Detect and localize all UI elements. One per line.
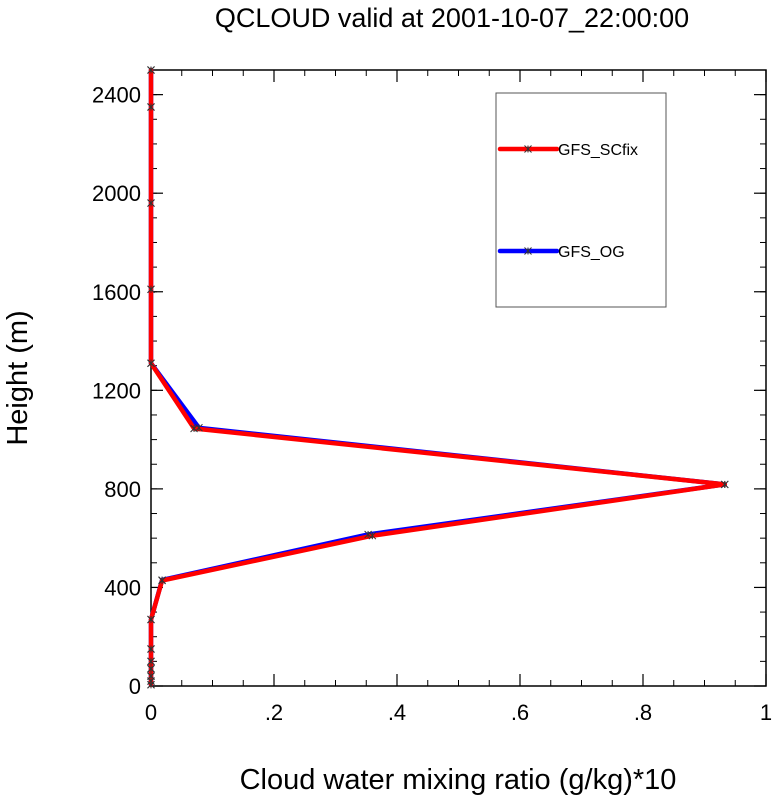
y-tick-label: 2000 [92,181,141,206]
data-point-marker [147,615,155,624]
x-tick-label: .2 [265,700,283,725]
data-point-marker [147,285,155,294]
data-point-marker [147,103,155,111]
data-point-marker [147,672,155,680]
data-point-marker [147,199,155,207]
plot-border [150,69,767,687]
data-point-marker [147,645,155,653]
y-tick-label: 400 [104,575,141,600]
y-tick-label: 1200 [92,378,141,403]
x-tick-label: .8 [634,700,652,725]
plot-frame [150,69,767,687]
axis-ticks: 0 .2 .4 .6 .8 1 0 400 800 1200 1600 2000 2400 [92,69,772,725]
legend-label-gfs_og: GFS_OG [558,244,625,261]
data-point-marker [158,576,166,585]
legend-marker [524,145,532,153]
legend-label-gfs_scfix: GFS_SCfix [558,142,638,159]
x-tick-label: 0 [145,700,157,725]
data-point-marker [147,359,155,368]
y-tick-label: 1600 [92,280,141,305]
x-axis-label: Cloud water mixing ratio (g/kg)*10 [240,764,677,796]
data-point-marker [147,657,155,666]
series-line-gfs_scfix [148,67,728,688]
data-point-marker [720,480,729,489]
data-point-marker [190,424,198,433]
x-tick-label: .4 [388,700,406,725]
data-point-marker [368,531,377,540]
legend-marker [524,247,532,255]
y-axis-label: Height (m) [2,310,34,445]
legend: GFS_SCfix GFS_OG [495,92,667,308]
y-tick-label: 0 [129,674,141,699]
legend-box [495,92,667,308]
data-point-marker [147,66,155,74]
x-tick-label: 1 [760,700,772,725]
chart-title: QCLOUD valid at 2001-10-07_22:00:00 [215,3,689,33]
data-point-marker [364,530,372,539]
data-point-marker [147,664,155,673]
x-tick-label: .6 [511,700,529,725]
data-series [147,66,729,689]
y-tick-label: 800 [104,477,141,502]
y-tick-label: 2400 [92,83,141,108]
